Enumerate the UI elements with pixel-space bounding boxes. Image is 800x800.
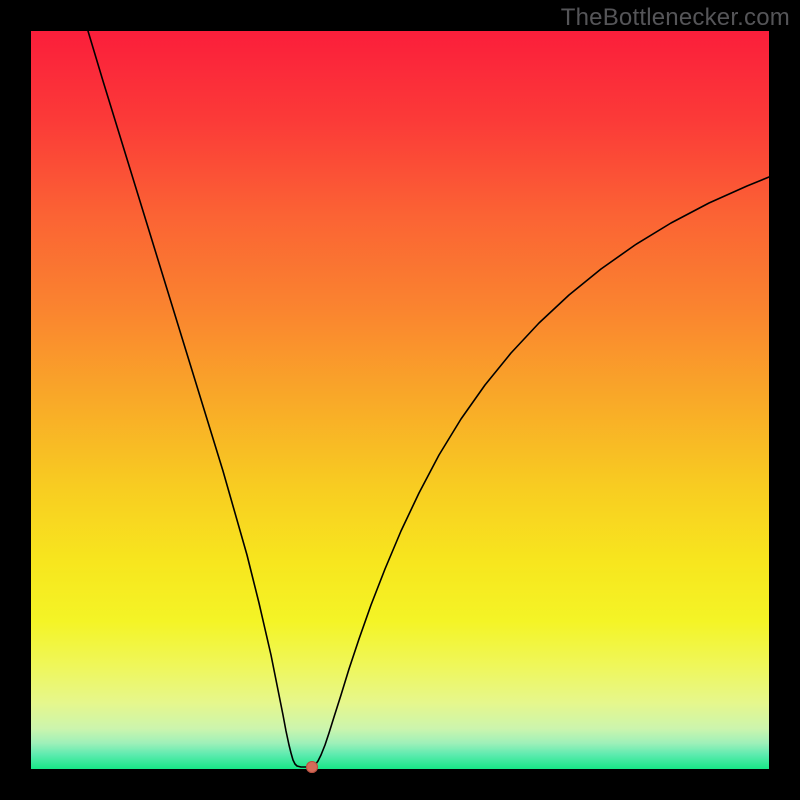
minimum-marker [306, 761, 318, 773]
chart-stage: TheBottlenecker.com [0, 0, 800, 800]
watermark-text: TheBottlenecker.com [561, 4, 790, 32]
plot-area [31, 31, 769, 769]
